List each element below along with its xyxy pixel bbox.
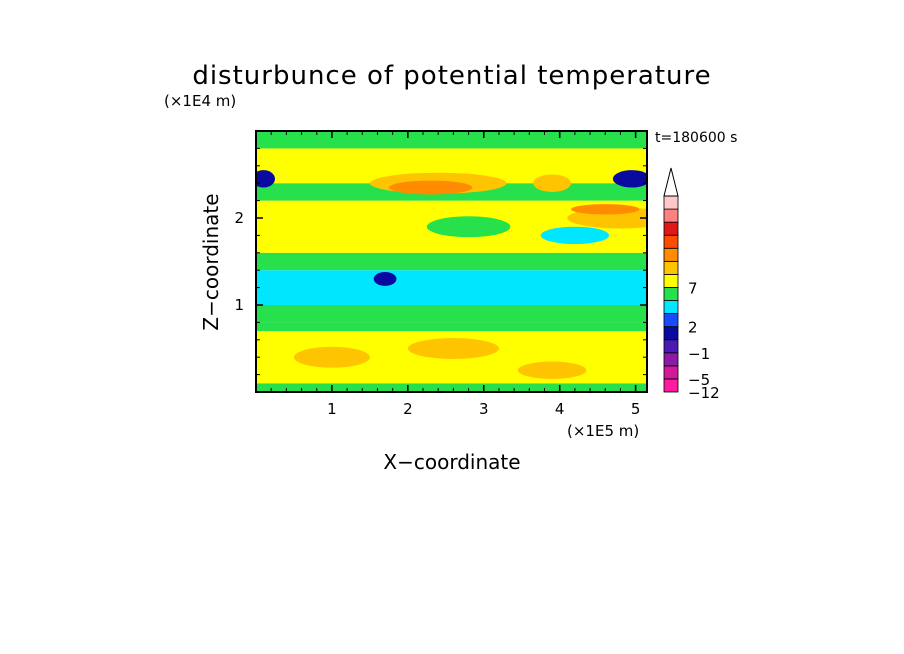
colorbar-segment xyxy=(663,247,679,262)
contour-band-0 xyxy=(256,383,647,392)
contour-band-3 xyxy=(256,305,647,323)
y-axis-label: Z−coordinate xyxy=(199,193,223,330)
y-tick-label: 2 xyxy=(234,209,244,227)
colorbar-segment xyxy=(663,313,679,328)
x-axis-label: X−coordinate xyxy=(383,450,520,474)
colorbar-segment xyxy=(663,287,679,301)
colorbar-tick-label: 7 xyxy=(688,279,698,297)
colorbar-segment xyxy=(663,234,679,249)
contour-feature-3 xyxy=(571,204,640,215)
contour-feature-7 xyxy=(373,271,397,286)
colorbar-segment xyxy=(663,208,679,223)
y-axis: 12 xyxy=(234,147,647,376)
colorbar-segment xyxy=(663,352,679,367)
colorbar-segment xyxy=(663,365,679,380)
colorbar-tick-label: −5 xyxy=(688,371,710,389)
plot-frame xyxy=(255,130,648,393)
colorbar-tick-label: −1 xyxy=(688,345,710,363)
contour-band-4 xyxy=(256,270,647,305)
colorbar: 7 2 −1 −5−12 xyxy=(663,167,720,402)
x-tick-label: 5 xyxy=(631,400,641,418)
contour-field xyxy=(256,131,647,392)
contour-feature-9 xyxy=(407,338,499,359)
colorbar-tick-label: 2 xyxy=(688,319,698,337)
colorbar-segment xyxy=(663,326,679,341)
colorbar-segment xyxy=(663,300,679,314)
x-axis: 1 2 3 4 5 xyxy=(270,131,641,418)
colorbar-segment xyxy=(663,273,679,288)
z-unit-label: (×1E4 m) xyxy=(164,92,236,110)
x-tick-label: 4 xyxy=(555,400,565,418)
colorbar-segment xyxy=(663,339,679,354)
contour-feature-11 xyxy=(540,226,610,245)
colorbar-segment xyxy=(663,260,679,275)
contour-band-9 xyxy=(256,131,647,149)
contour-feature-5 xyxy=(256,170,275,188)
contour-feature-1 xyxy=(388,180,473,195)
colorbar-segment xyxy=(663,195,679,210)
contour-feature-10 xyxy=(517,361,587,379)
contour-feature-12 xyxy=(426,216,511,238)
chart-title: disturbunce of potential temperature xyxy=(192,61,711,91)
colorbar-segment xyxy=(663,221,679,236)
contour-feature-8 xyxy=(293,346,370,368)
contour-band-5 xyxy=(256,252,647,271)
colorbar-tick-label: −12 xyxy=(688,384,720,402)
colorbar-segment xyxy=(663,378,679,393)
contour-feature-6 xyxy=(612,170,647,188)
contour-feature-4 xyxy=(533,174,572,192)
x-unit-label: (×1E5 m) xyxy=(567,422,639,440)
x-tick-label: 2 xyxy=(403,400,413,418)
time-label: t=180600 s xyxy=(655,130,737,146)
x-tick-label: 1 xyxy=(327,400,337,418)
colorbar-open-arrow xyxy=(663,167,679,197)
x-tick-label: 3 xyxy=(479,400,489,418)
y-tick-label: 1 xyxy=(234,296,244,314)
contour-band-2 xyxy=(256,322,647,332)
